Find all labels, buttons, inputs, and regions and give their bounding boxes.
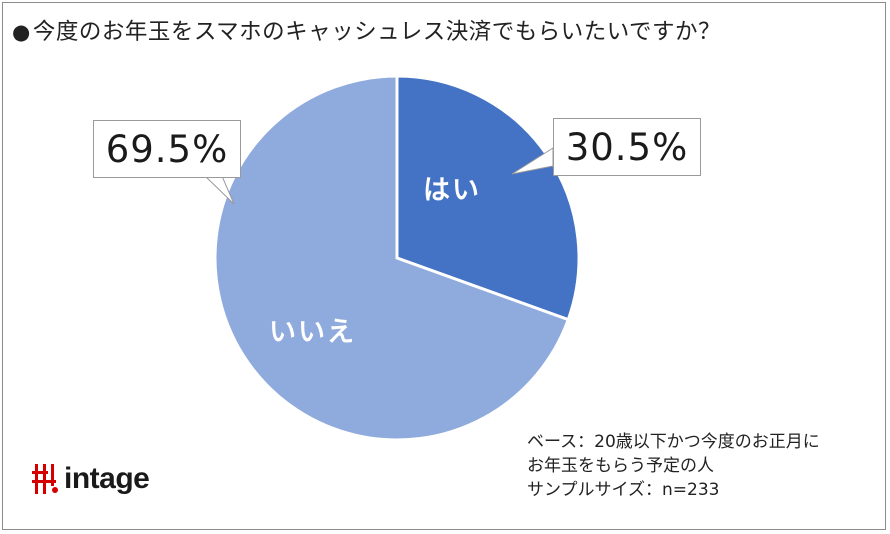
callout-yes-value: 30.5% [553,118,701,176]
pie-slices [213,74,581,442]
note-line: ベース：20歳以下かつ今度のお正月に [527,432,820,452]
title-bullet: ● [12,20,31,44]
slice-label-no: いいえ [269,317,356,348]
pie-slice-no [213,74,571,442]
chart-title: ●今度のお年玉をスマホのキャッシュレス決済でもらいたいですか？ [12,14,721,46]
slice-label-yes: はい [423,175,481,206]
note-line: サンプルサイズ：n=233 [527,480,720,500]
title-text: 今度のお年玉をスマホのキャッシュレス決済でもらいたいですか？ [32,19,722,45]
callout-no-value: 69.5% [93,120,241,178]
callout-leaders [203,147,554,205]
sample-note: ベース：20歳以下かつ今度のお正月に お年玉をもらう予定の人 サンプルサイズ：n… [527,430,820,502]
intage-logo: intage [32,462,150,496]
intage-logo-mark-icon [32,464,58,494]
logo-wordmark: intage [64,462,150,495]
note-line: お年玉をもらう予定の人 [527,456,714,476]
